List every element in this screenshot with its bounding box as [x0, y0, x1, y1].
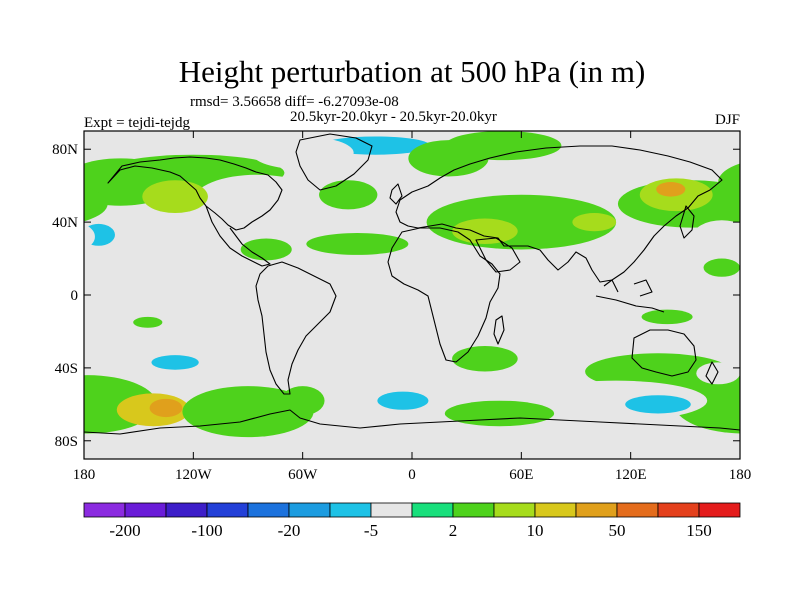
coastline-antarctica: [84, 409, 740, 435]
y-tick-label: 80N: [52, 142, 78, 158]
x-tick-label: 60E: [509, 467, 533, 483]
chart-title: Height perturbation at 500 hPa (in m): [179, 54, 646, 89]
x-tick-label: 60W: [288, 467, 318, 483]
colorbar-label: 50: [609, 521, 626, 540]
y-tick-label: 40N: [52, 215, 78, 231]
field-contour: [151, 355, 199, 370]
coastline-british-isles: [389, 183, 403, 205]
field-contour: [149, 398, 183, 418]
coastline-new-zealand: [705, 361, 719, 385]
field-contour: [133, 316, 163, 328]
field-contour: [142, 180, 208, 214]
x-axis: 180 120W 60W 0 60E 120E 180: [73, 467, 752, 483]
coastline-north-america: [107, 156, 283, 231]
x-tick-label: 120W: [175, 467, 213, 483]
colorbar-label: 2: [449, 521, 458, 540]
field-contour: [84, 186, 108, 222]
experiment-label: Expt = tejdi-tejdg: [84, 115, 190, 131]
field-contour: [377, 391, 429, 410]
colorbar-box: [493, 502, 536, 518]
field-contour: [535, 160, 617, 204]
x-tick-label: 0: [408, 467, 416, 483]
perturbation-field: [84, 131, 740, 438]
coastline-central-america: [205, 205, 271, 267]
colorbar-box: [452, 502, 495, 518]
colorbar-label: -200: [109, 521, 140, 540]
colorbar-box: [370, 502, 413, 518]
coastline-japan: [679, 205, 695, 239]
colorbar-boxes: [83, 502, 741, 518]
field-contour: [656, 182, 686, 197]
colorbar-label: -5: [364, 521, 378, 540]
field-contour: [251, 136, 354, 170]
field-contour: [452, 346, 518, 372]
coastline-indonesia: [595, 279, 665, 313]
colorbar-box: [329, 502, 372, 518]
coastline-africa: [387, 227, 501, 363]
field-contour: [452, 218, 518, 244]
field-contour: [444, 400, 555, 427]
colorbar: -200 -100 -20 -5 2 10 50 150: [83, 502, 741, 540]
coastline-greenland: [295, 133, 373, 191]
colorbar-box: [124, 502, 167, 518]
stats-label: rmsd= 3.56658 diff= -6.27093e-08: [190, 94, 399, 110]
field-contour: [692, 220, 740, 254]
field-contour: [280, 386, 325, 416]
field-contour: [625, 395, 691, 414]
colorbar-label: 150: [686, 521, 712, 540]
y-tick-label: 80S: [55, 434, 78, 450]
field-contour: [240, 238, 292, 261]
colorbar-box: [411, 502, 454, 518]
x-tick-label: 180: [73, 467, 96, 483]
coastline-australia: [631, 329, 697, 377]
colorbar-box: [698, 502, 741, 518]
colorbar-box: [575, 502, 618, 518]
field-contour: [444, 131, 562, 161]
field-contour: [475, 254, 524, 277]
colorbar-label: -20: [278, 521, 301, 540]
colorbar-box: [83, 502, 126, 518]
colorbar-label: -100: [191, 521, 222, 540]
coastlines: [84, 133, 740, 435]
field-contour: [417, 176, 462, 203]
colorbar-box: [534, 502, 577, 518]
field-contour: [280, 355, 325, 374]
season-label: DJF: [715, 112, 740, 128]
colorbar-box: [165, 502, 208, 518]
y-axis: 80N 40N 0 40S 80S: [52, 142, 78, 450]
coastline-arabia: [475, 237, 521, 273]
y-tick-label: 0: [71, 288, 79, 304]
x-tick-label: 120E: [615, 467, 647, 483]
colorbar-box: [206, 502, 249, 518]
tick-marks: [83, 131, 741, 459]
field-contour: [306, 233, 409, 255]
field-contour: [84, 223, 95, 250]
colorbar-box: [247, 502, 290, 518]
field-contour: [641, 309, 693, 325]
y-tick-label: 40S: [55, 361, 78, 377]
field-contour: [572, 213, 617, 232]
colorbar-box: [616, 502, 659, 518]
colorbar-label: 10: [527, 521, 544, 540]
map-panel: [83, 130, 741, 460]
field-contour: [696, 362, 740, 385]
field-contour: [193, 174, 321, 226]
field-contour: [738, 229, 740, 240]
coastline-south-america: [255, 261, 337, 395]
period-label: 20.5kyr-20.0kyr - 20.5kyr-20.0kyr: [290, 109, 497, 125]
colorbar-box: [288, 502, 331, 518]
field-contour: [319, 180, 378, 210]
x-tick-label: 180: [729, 467, 752, 483]
field-contour: [703, 258, 740, 277]
coastline-madagascar: [493, 315, 505, 345]
colorbar-box: [657, 502, 700, 518]
